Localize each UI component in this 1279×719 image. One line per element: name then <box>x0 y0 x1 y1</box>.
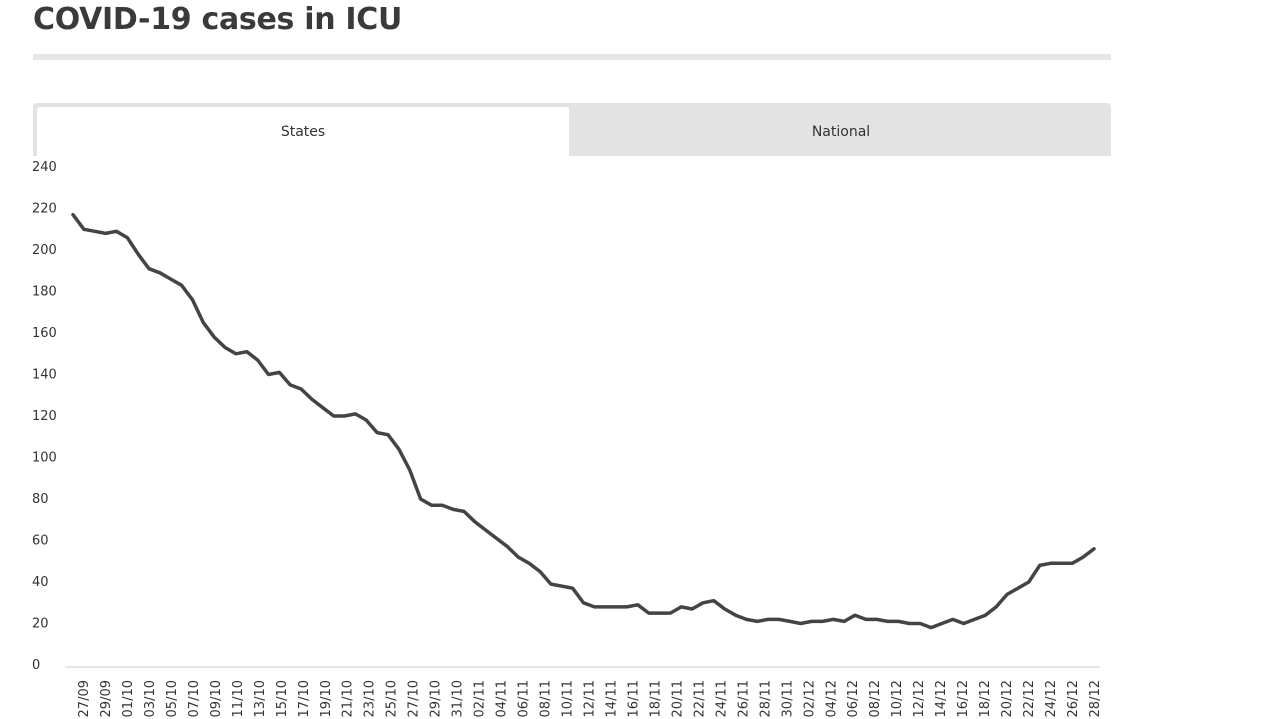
x-tick-label: 06/12 <box>846 680 861 717</box>
x-tick-label: 20/11 <box>670 680 685 717</box>
y-tick-label: 20 <box>32 617 49 632</box>
y-tick-label: 120 <box>32 409 57 424</box>
x-tick-label: 08/12 <box>868 680 883 717</box>
y-tick-label: 180 <box>32 285 57 300</box>
tab-states[interactable]: States <box>37 107 569 156</box>
x-tick-label: 29/10 <box>429 680 444 717</box>
y-tick-label: 60 <box>32 534 49 549</box>
x-tick-label: 06/11 <box>517 680 532 717</box>
y-tick-label: 220 <box>32 202 57 217</box>
x-tick-label: 24/11 <box>714 680 729 717</box>
x-tick-label: 26/11 <box>736 680 751 717</box>
x-tick-label: 09/10 <box>209 680 224 717</box>
y-tick-label: 140 <box>32 368 57 383</box>
x-tick-label: 15/10 <box>275 680 290 717</box>
x-tick-label: 18/11 <box>648 680 663 717</box>
x-tick-label: 10/11 <box>561 680 576 717</box>
y-tick-label: 80 <box>32 492 49 507</box>
x-tick-label: 16/11 <box>626 680 641 717</box>
x-tick-label: 28/11 <box>758 680 773 717</box>
series-line <box>71 212 1096 630</box>
x-tick-label: 30/11 <box>780 680 795 717</box>
y-tick-label: 240 <box>32 160 57 175</box>
y-tick-label: 0 <box>32 658 40 673</box>
x-tick-label: 07/10 <box>187 680 202 717</box>
x-tick-label: 22/12 <box>1022 680 1037 717</box>
page-title: COVID-19 cases in ICU <box>33 2 403 37</box>
x-tick-label: 27/09 <box>77 680 92 717</box>
x-tick-label: 02/12 <box>802 680 817 717</box>
x-tick-label: 19/10 <box>319 680 334 717</box>
icu-cases-line-chart: 0 20 40 60 80 100 120 140 160 180 200 220 240 27/09 29… <box>32 160 1103 717</box>
x-tick-label: 21/10 <box>341 680 356 717</box>
x-tick-label: 01/10 <box>121 680 136 717</box>
x-tick-label: 29/09 <box>99 680 114 717</box>
tab-national[interactable]: National <box>811 123 871 140</box>
x-tick-label: 24/12 <box>1044 680 1059 717</box>
x-tick-label: 18/12 <box>978 680 993 717</box>
x-tick-label: 25/10 <box>385 680 400 717</box>
x-tick-label: 17/10 <box>297 680 312 717</box>
x-tick-label: 22/11 <box>692 680 707 717</box>
x-tick-label: 10/12 <box>890 680 905 717</box>
x-tick-label: 20/12 <box>1000 680 1015 717</box>
y-tick-label: 160 <box>32 326 57 341</box>
x-tick-label: 02/11 <box>473 680 488 717</box>
x-tick-label: 05/10 <box>165 680 180 717</box>
x-tick-label: 12/12 <box>912 680 927 717</box>
x-tick-label: 16/12 <box>956 680 971 717</box>
x-tick-label: 03/10 <box>143 680 158 717</box>
x-tick-label: 12/11 <box>583 680 598 717</box>
y-tick-label: 200 <box>32 243 57 258</box>
x-tick-label: 11/10 <box>231 680 246 717</box>
title-divider <box>33 54 1111 60</box>
x-tick-label: 31/10 <box>451 680 466 717</box>
x-tick-label: 04/11 <box>495 680 510 717</box>
x-tick-label: 27/10 <box>407 680 422 717</box>
x-tick-label: 04/12 <box>824 680 839 717</box>
tab-bar: States National <box>33 103 1111 156</box>
x-tick-label: 23/10 <box>363 680 378 717</box>
x-tick-label: 28/12 <box>1088 680 1103 717</box>
x-tick-label: 14/11 <box>604 680 619 717</box>
x-tick-label: 13/10 <box>253 680 268 717</box>
y-tick-label: 40 <box>32 575 49 590</box>
x-tick-label: 14/12 <box>934 680 949 717</box>
y-tick-label: 100 <box>32 451 57 466</box>
x-tick-label: 08/11 <box>539 680 554 717</box>
x-tick-label: 26/12 <box>1066 680 1081 717</box>
